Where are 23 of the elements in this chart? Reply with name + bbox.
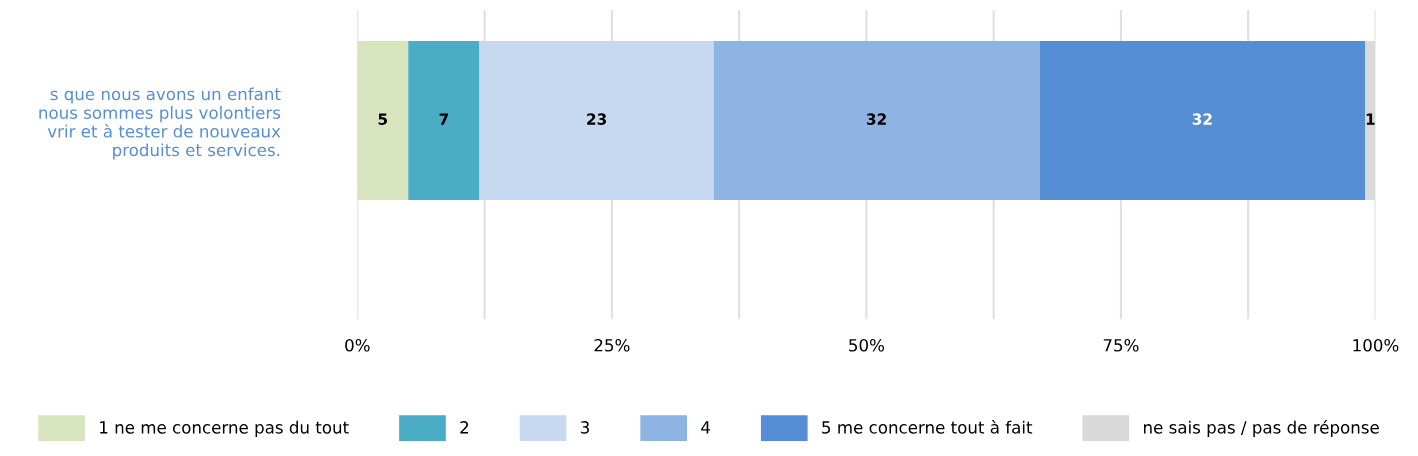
bar: [713, 40, 1040, 200]
legend-label: 4: [701, 421, 710, 434]
x-tick-label: 0%: [345, 338, 370, 352]
bar: [1039, 40, 1366, 200]
x-tick-label: 75%: [1103, 338, 1139, 352]
bar: [479, 40, 714, 200]
x-tick-label: 25%: [594, 338, 630, 352]
legend-label: 5 me concerne tout à fait: [822, 420, 1033, 434]
data-label: 5: [378, 113, 388, 125]
data-label: 32: [866, 113, 886, 125]
data-label: 23: [587, 113, 607, 125]
legend-label: 2: [460, 421, 469, 434]
y-tick-label: s que nous avons un enfant nous sommes plus volontiers vrir et à tester de nouveaux produits et services.: [39, 87, 281, 160]
data-label: 7: [439, 113, 448, 125]
bar: [408, 40, 480, 200]
x-tick-label: 100%: [1353, 338, 1399, 352]
legend-label: 1 ne me concerne pas du tout: [100, 420, 349, 437]
x-tick-label: 50%: [849, 338, 884, 352]
legend-label: ne sais pas / pas de réponse: [1144, 420, 1379, 437]
data-label: 32: [1192, 113, 1212, 125]
bar: [357, 40, 409, 200]
legend-label: 3: [581, 421, 589, 434]
data-label: 1: [1366, 113, 1375, 125]
